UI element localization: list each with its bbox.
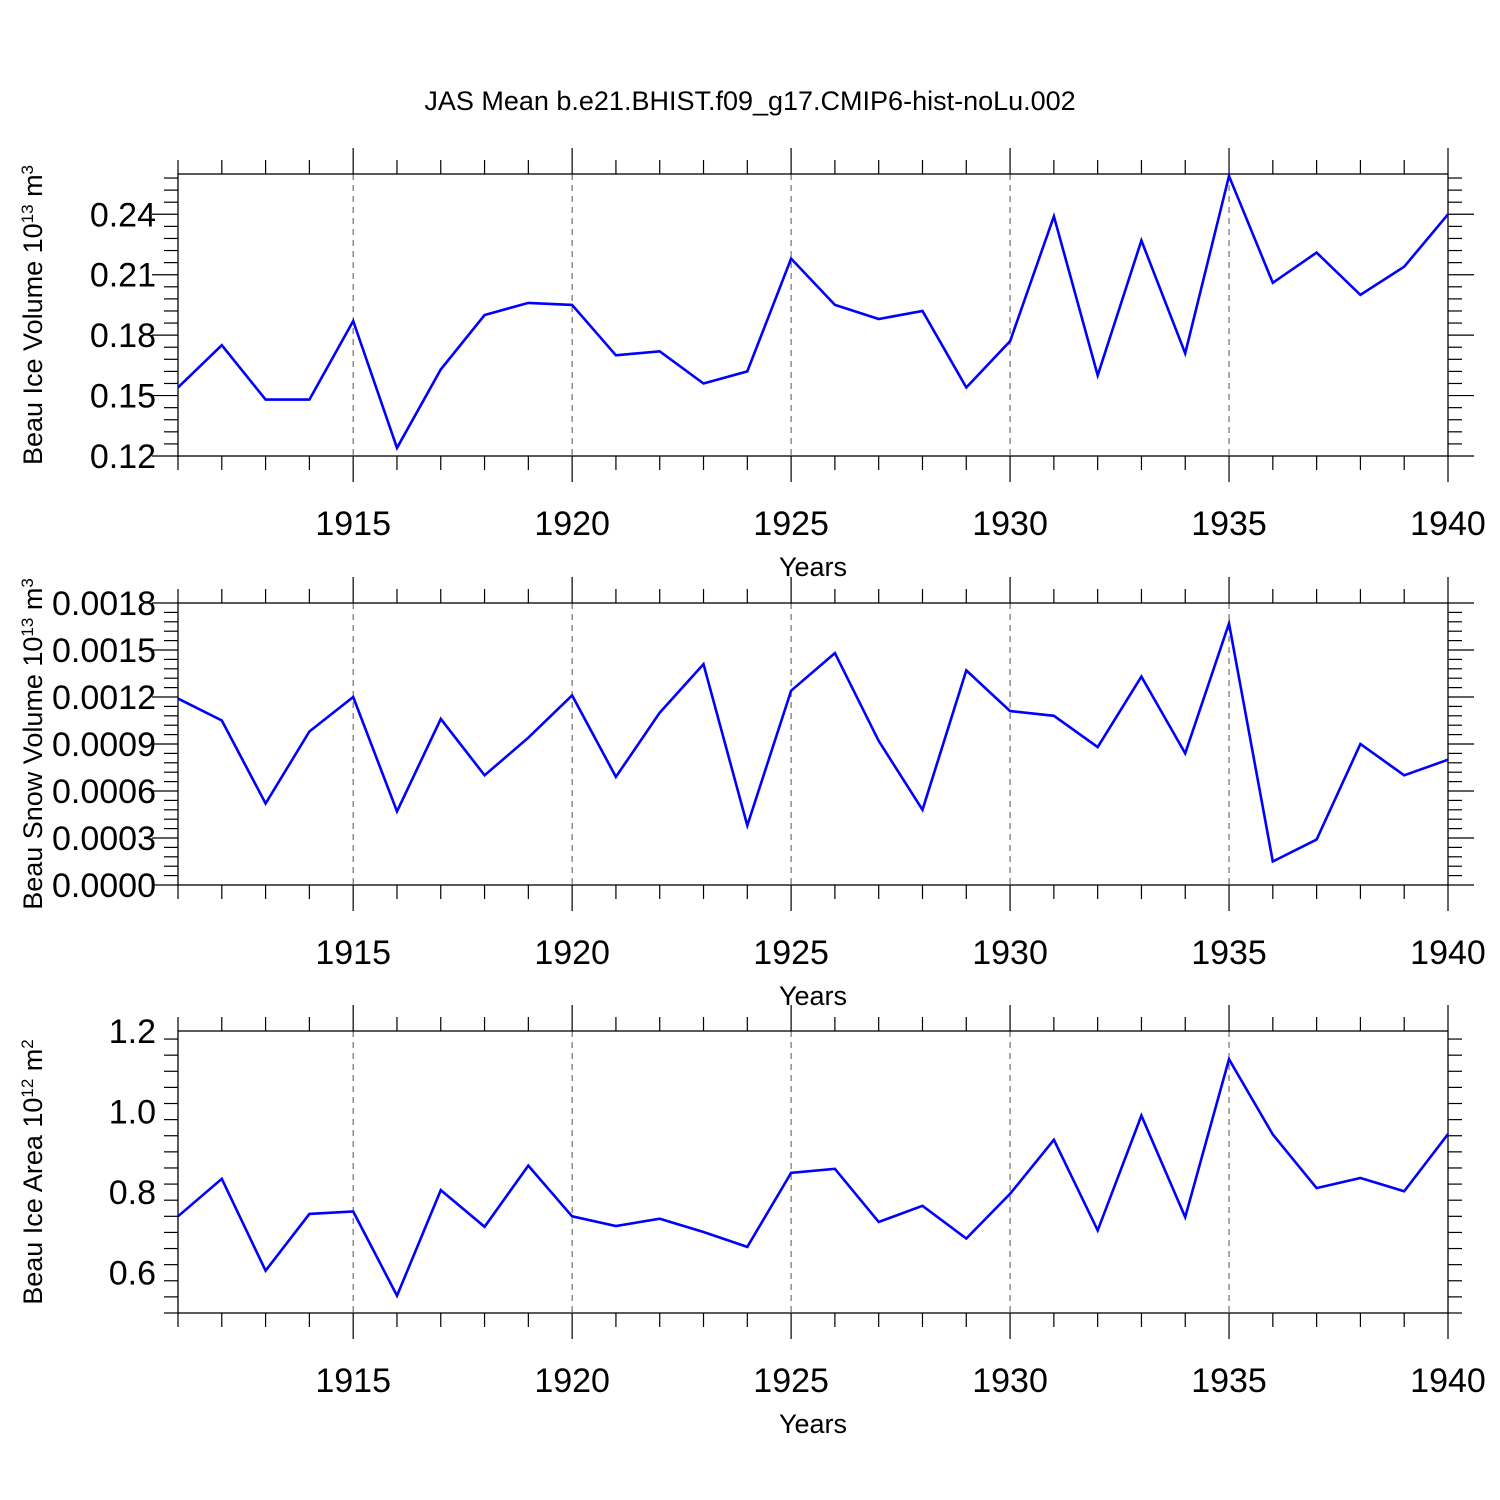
x-tick-label: 1925 (753, 505, 829, 543)
plot-frame (177, 173, 1449, 457)
plot-frame (177, 602, 1449, 886)
x-tick-label: 1915 (315, 934, 391, 972)
panel-1: 0.12 0.15 0.18 0.21 0.24 1915 1920 1925 1930 1935… (18, 148, 1486, 582)
x-tick-label: 1920 (534, 505, 610, 543)
y-tick-label: 0.21 (90, 257, 156, 295)
y-axis-label: Beau Snow Volume 1013 m3 (18, 578, 49, 910)
x-tick-label: 1920 (534, 934, 610, 972)
x-tick-label: 1915 (315, 1362, 391, 1400)
plot-frame (177, 1030, 1449, 1314)
panels: 0.12 0.15 0.18 0.21 0.24 1915 1920 1925 1930 1935… (18, 148, 1486, 1439)
y-tick-label: 0.6 (109, 1255, 156, 1293)
y-tick-label: 1.0 (109, 1094, 156, 1132)
y-tick-label: 0.0003 (52, 820, 156, 858)
x-tick-label: 1920 (534, 1362, 610, 1400)
y-axis-label: Beau Ice Area 1012 m2 (18, 1039, 49, 1305)
y-axis-label: Beau Ice Volume 1013 m3 (18, 165, 49, 465)
x-axis-label: Years (779, 1409, 847, 1439)
y-tick-label: 0.0012 (52, 679, 156, 717)
x-tick-label: 1935 (1191, 505, 1267, 543)
x-tick-label: 1925 (753, 1362, 829, 1400)
y-tick-label: 0.0006 (52, 773, 156, 811)
y-tick-label: 0.12 (90, 438, 156, 476)
x-tick-label: 1940 (1410, 505, 1486, 543)
y-tick-label: 0.15 (90, 378, 156, 416)
x-tick-label: 1925 (753, 934, 829, 972)
x-tick-label: 1915 (315, 505, 391, 543)
y-tick-label: 0.0009 (52, 726, 156, 764)
x-tick-label: 1940 (1410, 1362, 1486, 1400)
panel-2: 0.0000 0.0003 0.0006 0.0009 0.0012 0.0015 0.00… (18, 577, 1486, 1011)
x-tick-label: 1935 (1191, 934, 1267, 972)
x-tick-label: 1940 (1410, 934, 1486, 972)
x-tick-label: 1935 (1191, 1362, 1267, 1400)
x-tick-label: 1930 (972, 1362, 1048, 1400)
data-line (177, 171, 1449, 452)
y-tick-label: 0.0015 (52, 632, 156, 670)
x-tick-label: 1930 (972, 934, 1048, 972)
y-tick-label: 0.8 (109, 1174, 156, 1212)
y-tick-label: 0.24 (90, 196, 156, 234)
panel-3: 0.6 0.8 1.0 1.2 1915 1920 1925 1930 1935 1940 Year… (18, 1005, 1486, 1439)
y-tick-label: 0.18 (90, 317, 156, 355)
y-tick-label: 0.0018 (52, 585, 156, 623)
x-axis-label: Years (779, 981, 847, 1011)
data-line (177, 618, 1449, 864)
y-tick-label: 1.2 (109, 1013, 156, 1051)
x-tick-label: 1930 (972, 505, 1048, 543)
x-axis-label: Years (779, 552, 847, 582)
data-line (177, 1055, 1450, 1299)
y-tick-label: 0.0000 (52, 867, 156, 905)
chart-title: JAS Mean b.e21.BHIST.f09_g17.CMIP6-hist-… (424, 86, 1075, 116)
